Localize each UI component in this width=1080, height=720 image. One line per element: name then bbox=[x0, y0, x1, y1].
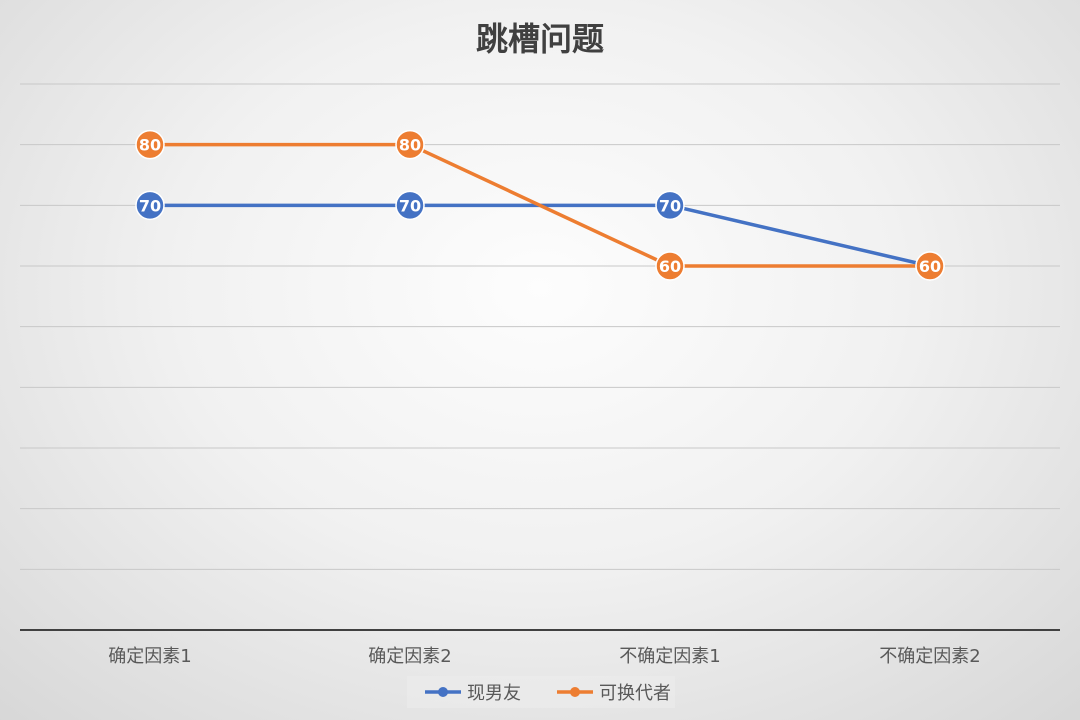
data-point: 60 bbox=[655, 251, 685, 281]
legend-swatch-marker bbox=[570, 687, 580, 697]
x-axis: 确定因素1 确定因素2 不确定因素1 不确定因素2 bbox=[20, 629, 1060, 667]
legend-item: 可换代者 bbox=[557, 683, 671, 704]
data-point: 70 bbox=[395, 190, 425, 221]
point-marker bbox=[655, 251, 685, 281]
data-label: 70 bbox=[139, 196, 161, 215]
legend: 现男友 可换代者 bbox=[407, 676, 675, 708]
legend-label: 可换代者 bbox=[599, 683, 671, 704]
series-line-2 bbox=[150, 142, 930, 268]
legend-label: 现男友 bbox=[467, 683, 521, 704]
chart-title: 跳槽问题 bbox=[476, 20, 604, 58]
point-marker bbox=[395, 190, 425, 221]
data-label: 80 bbox=[399, 136, 421, 155]
legend-swatch-marker bbox=[438, 687, 448, 697]
data-label: 80 bbox=[139, 136, 161, 155]
x-tick-label: 确定因素2 bbox=[368, 646, 451, 667]
data-point: 80 bbox=[395, 129, 425, 160]
data-label: 70 bbox=[659, 196, 681, 215]
x-tick-label: 不确定因素2 bbox=[879, 646, 980, 667]
x-tick-label: 不确定因素1 bbox=[619, 646, 720, 667]
point-marker bbox=[135, 190, 165, 221]
gridlines bbox=[20, 83, 1060, 570]
point-marker bbox=[915, 251, 945, 281]
series-line-1 bbox=[150, 203, 931, 268]
data-markers: 7070706080806060 bbox=[135, 129, 945, 281]
data-point: 80 bbox=[135, 129, 165, 160]
data-point: 70 bbox=[655, 190, 685, 221]
point-marker bbox=[655, 190, 685, 221]
data-point: 60 bbox=[915, 251, 945, 281]
series-lines bbox=[150, 142, 931, 268]
data-label: 60 bbox=[919, 257, 941, 276]
data-label: 60 bbox=[659, 257, 681, 276]
point-marker bbox=[135, 129, 165, 160]
point-marker bbox=[395, 129, 425, 160]
data-point: 70 bbox=[135, 190, 165, 221]
legend-item: 现男友 bbox=[425, 683, 521, 704]
x-tick-label: 确定因素1 bbox=[108, 646, 191, 667]
data-label: 70 bbox=[399, 196, 421, 215]
